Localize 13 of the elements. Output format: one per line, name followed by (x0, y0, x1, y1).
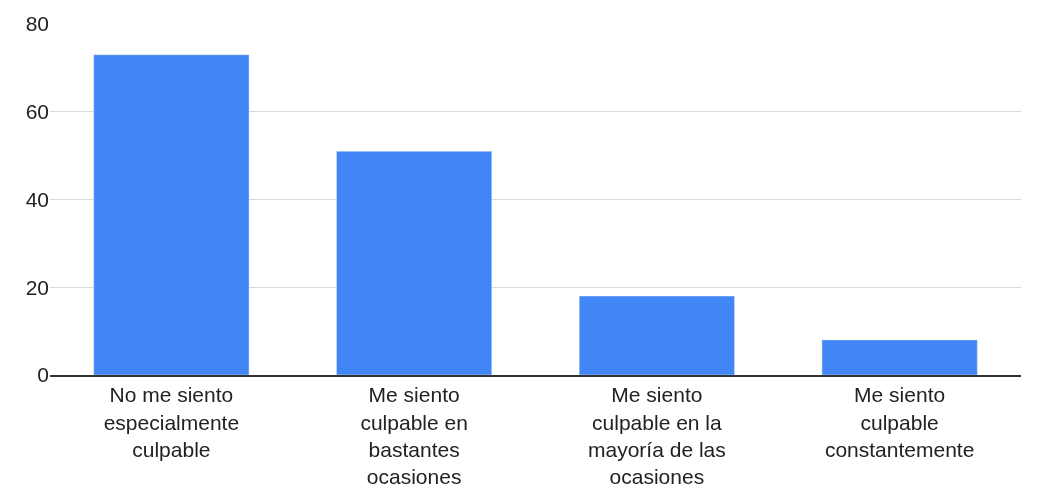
x-tick-label: Me siento culpable constantemente (824, 383, 975, 461)
bar (821, 339, 978, 375)
y-tick-label: 20 (25, 275, 49, 299)
x-tick-label: Me siento culpable en la mayoría de las ocasiones (588, 383, 726, 489)
x-tick-label: Me siento culpable en bastantes ocasiones (360, 383, 468, 489)
bar (578, 295, 735, 375)
bar (93, 54, 250, 375)
y-tick-label: 40 (25, 187, 49, 211)
x-tick-label: No me siento especialmente culpable (103, 383, 240, 461)
y-tick-label: 80 (25, 12, 49, 36)
bar (336, 150, 493, 375)
y-tick-label: 60 (25, 100, 49, 124)
y-tick-label: 0 (37, 363, 49, 387)
